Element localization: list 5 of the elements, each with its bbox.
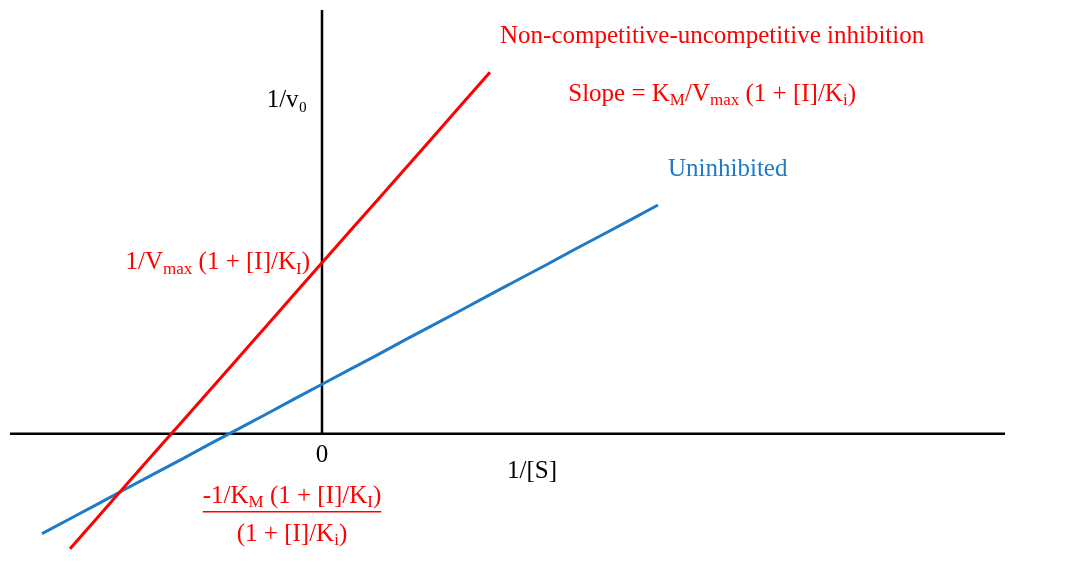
annotation: 0 bbox=[315, 440, 329, 468]
y-axis-title: 1/v₀ bbox=[266, 84, 308, 112]
x-axis-title: 1/[S] bbox=[507, 456, 557, 484]
series-label: Uninhibited bbox=[668, 153, 788, 181]
series-label: Non-competitive-uncompetitive inhibition bbox=[500, 20, 925, 48]
